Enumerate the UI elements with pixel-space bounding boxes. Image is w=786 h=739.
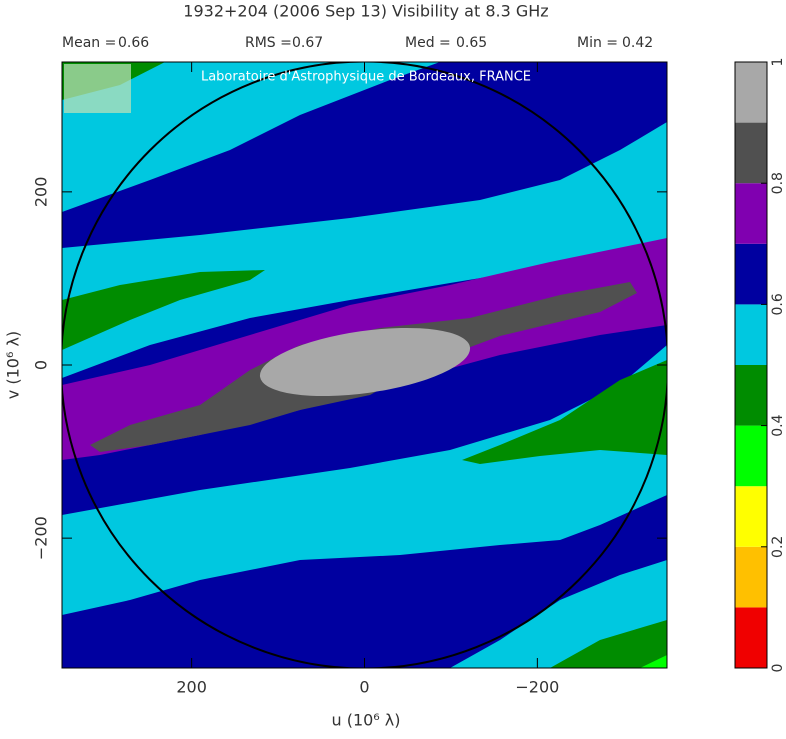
y-tick-label: 200 [32,177,51,208]
colorbar-tick-label: 0 [770,664,786,673]
watermark: Laboratoire d'Astrophysique de Bordeaux,… [201,70,531,85]
stat-label: Mean = [62,35,116,51]
colorbar-tick-label: 0.4 [770,414,786,436]
stat-value: 0.42 [622,35,653,51]
contour-region [462,360,667,464]
colorbar-band [735,486,767,547]
colorbar-tick-label: 1 [770,58,786,67]
stat-label: Min = [577,35,618,51]
x-axis-label: u (10⁶ λ) [331,711,400,730]
contour-region [259,327,471,397]
colorbar-band [735,304,767,365]
colorbar-frame [734,61,768,669]
x-tick-label: 0 [359,678,369,697]
contour-region [62,122,667,378]
colorbar-tick-label: 0.2 [770,536,786,558]
y-tick-label: −200 [32,516,51,560]
chart-title: 1932+204 (2006 Sep 13) Visibility at 8.3… [183,2,548,21]
colorbar-band [735,607,767,668]
y-axis-label: v (10⁶ λ) [4,331,23,399]
plot-area [62,62,667,668]
contour-region [62,62,440,212]
colorbar-band [735,243,767,305]
logo [64,64,131,113]
contour-region [550,620,667,668]
x-tick-label: −200 [515,678,559,697]
stat-value: 0.66 [118,35,149,51]
contour-region [62,345,667,615]
stat-label: Med = [405,35,451,51]
x-tick-label: 200 [176,678,207,697]
stat-value: 0.65 [456,35,487,51]
colorbar-band [735,425,767,487]
stat-value: 0.67 [292,35,323,51]
y-tick-label: 0 [32,360,51,370]
colorbar-tick-label: 0.8 [770,172,786,194]
colorbar-band [735,183,767,244]
stat-label: RMS = [245,35,292,51]
colorbar-band [735,365,767,426]
colorbar-tick-label: 0.6 [770,293,786,315]
colorbar-band [735,62,767,123]
contour-region [62,270,265,350]
contour-region [640,655,667,668]
colorbar-band [735,122,767,184]
colorbar-band [735,546,767,608]
